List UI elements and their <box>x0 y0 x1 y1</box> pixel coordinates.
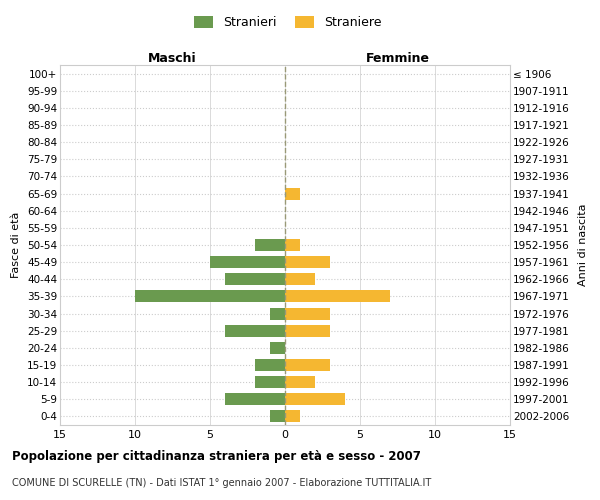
Bar <box>285 359 330 371</box>
Text: Popolazione per cittadinanza straniera per età e sesso - 2007: Popolazione per cittadinanza straniera p… <box>12 450 421 463</box>
Bar <box>285 308 330 320</box>
Legend: Stranieri, Straniere: Stranieri, Straniere <box>190 11 386 34</box>
Bar <box>285 188 300 200</box>
Bar <box>285 376 315 388</box>
Text: Femmine: Femmine <box>365 52 430 65</box>
Bar <box>255 239 285 251</box>
Y-axis label: Fasce di età: Fasce di età <box>11 212 22 278</box>
Bar <box>225 324 285 336</box>
Bar <box>285 290 390 302</box>
Bar <box>270 410 285 422</box>
Y-axis label: Anni di nascita: Anni di nascita <box>578 204 588 286</box>
Bar <box>255 359 285 371</box>
Bar <box>270 342 285 354</box>
Text: COMUNE DI SCURELLE (TN) - Dati ISTAT 1° gennaio 2007 - Elaborazione TUTTITALIA.I: COMUNE DI SCURELLE (TN) - Dati ISTAT 1° … <box>12 478 431 488</box>
Bar <box>270 308 285 320</box>
Text: Maschi: Maschi <box>148 52 197 65</box>
Bar <box>285 274 315 285</box>
Bar <box>255 376 285 388</box>
Bar <box>225 274 285 285</box>
Bar <box>285 256 330 268</box>
Bar <box>285 394 345 406</box>
Bar <box>285 239 300 251</box>
Bar <box>135 290 285 302</box>
Bar <box>285 410 300 422</box>
Bar <box>225 394 285 406</box>
Bar <box>210 256 285 268</box>
Bar <box>285 324 330 336</box>
